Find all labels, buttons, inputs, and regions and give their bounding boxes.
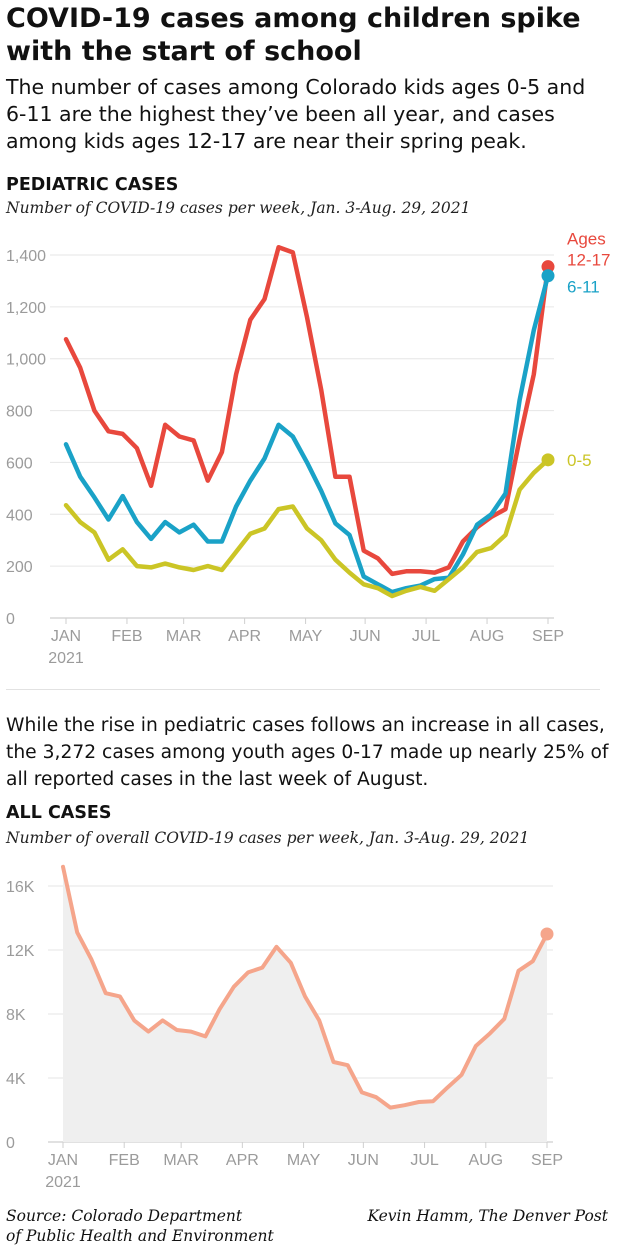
y-tick-label: 600 [6, 455, 33, 472]
all-cases-subtitle: Number of overall COVID-19 cases per wee… [6, 829, 530, 847]
series-label: 0-5 [567, 451, 592, 470]
series-line-0-5 [63, 457, 551, 599]
series-line-all-cases [61, 864, 549, 1110]
series-line-6-11 [63, 273, 551, 595]
all-cases-area-chart: 0 4K 8K 12K 16K JAN FEB MAR APR MAY JUN JUL AUG SEP 20… [6, 864, 563, 1191]
y-tick-label: 16K [6, 879, 35, 896]
x-tick-label: APR [228, 628, 261, 645]
series-end-dot [541, 260, 555, 274]
y-tick-label: 12K [6, 943, 35, 960]
all-cases-intro-text: While the rise in pediatric cases follow… [6, 715, 609, 790]
series-label: 12-17 [567, 251, 610, 270]
x-tick-label: FEB [109, 1152, 140, 1169]
x-tick-label: APR [226, 1152, 259, 1169]
x-tick-label: JUN [348, 1152, 379, 1169]
x-tick-label: AUG [468, 1152, 503, 1169]
y-tick-label: 1,400 [6, 248, 46, 265]
series-end-dot [541, 453, 555, 467]
y-tick-label: 400 [6, 507, 33, 524]
x-tick-label: JAN [51, 628, 81, 645]
y-tick-label: 4K [6, 1071, 26, 1088]
series-area-fill [63, 866, 547, 1142]
section-divider [6, 689, 600, 690]
pediatric-line-chart: 0 200 400 600 800 1,000 1,200 1,400 JAN FEB MAR APR… [6, 230, 610, 667]
source-note: Source: Colorado Department of Public He… [6, 1206, 274, 1246]
y-tick-label: 1,000 [6, 352, 46, 369]
x-year-label: 2021 [48, 650, 84, 667]
x-tick-label: MAR [163, 1152, 199, 1169]
x-year-label: 2021 [45, 1174, 81, 1191]
x-tick-label: MAY [287, 1152, 321, 1169]
x-tick-label: SEP [532, 628, 564, 645]
source-line-1: Source: Colorado Department [6, 1207, 243, 1225]
y-tick-label: 1,200 [6, 300, 46, 317]
x-tick-label: JUL [412, 628, 441, 645]
series-end-dot [541, 269, 555, 283]
all-cases-section-title: ALL CASES [6, 803, 112, 823]
x-tick-label: AUG [470, 628, 505, 645]
x-tick-label: JUN [350, 628, 381, 645]
x-tick-label: MAR [166, 628, 202, 645]
x-tick-label: SEP [531, 1152, 563, 1169]
source-line-2: of Public Health and Environment [6, 1227, 274, 1245]
series-label: Ages [567, 230, 606, 249]
dek: The number of cases among Colorado kids … [6, 75, 586, 153]
x-tick-label: JAN [48, 1152, 78, 1169]
y-tick-label: 800 [6, 404, 33, 421]
y-tick-label: 200 [6, 559, 33, 576]
pediatric-subtitle: Number of COVID-19 cases per week, Jan. … [6, 199, 471, 217]
y-tick-label: 0 [6, 1135, 15, 1152]
x-tick-label: MAY [289, 628, 323, 645]
y-tick-label: 8K [6, 1007, 26, 1024]
credit: Kevin Hamm, The Denver Post [367, 1207, 608, 1225]
series-end-dot [540, 927, 554, 941]
pediatric-section-title: PEDIATRIC CASES [6, 175, 179, 195]
x-tick-label: JUL [410, 1152, 439, 1169]
headline: COVID-19 cases among children spike with… [6, 3, 581, 67]
series-label: 6-11 [567, 278, 600, 297]
x-tick-label: FEB [111, 628, 142, 645]
y-tick-label: 0 [6, 611, 15, 628]
series-line-12-17 [63, 244, 551, 577]
